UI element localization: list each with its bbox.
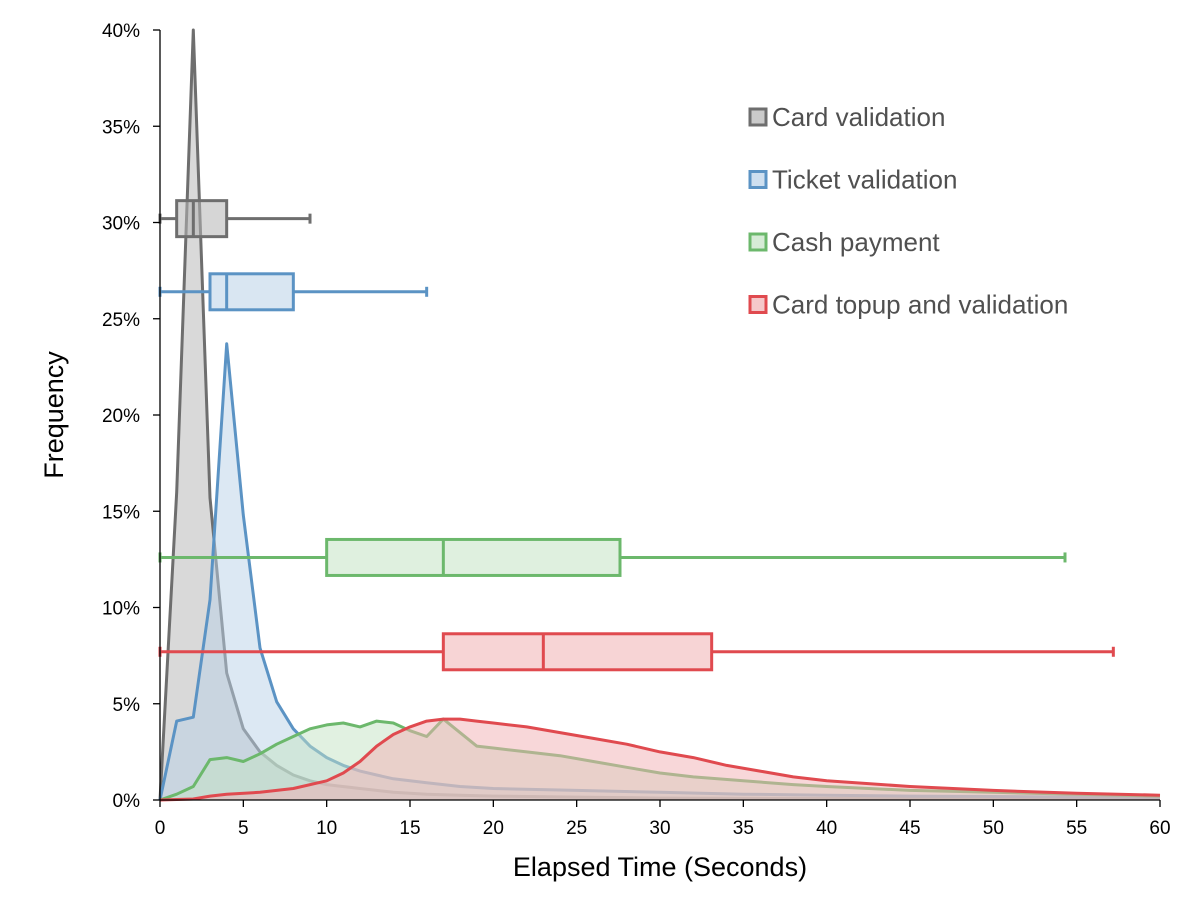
- boxplot-2: [158, 537, 1067, 577]
- boxplot-3: [158, 632, 1115, 672]
- x-tick-label: 40: [816, 818, 837, 839]
- y-tick-label: 20%: [102, 406, 140, 427]
- x-tick-label: 45: [899, 818, 920, 839]
- x-tick-label: 10: [316, 818, 337, 839]
- boxplot-box: [208, 272, 295, 312]
- y-tick-label: 15%: [102, 502, 140, 523]
- y-tick-label: 25%: [102, 310, 140, 331]
- boxplot-box: [175, 199, 229, 239]
- legend-swatch: [748, 170, 768, 189]
- legend-swatch: [748, 232, 768, 252]
- boxplot-box: [325, 537, 622, 577]
- y-tick-label: 30%: [102, 214, 140, 235]
- y-tick-label: 40%: [102, 21, 140, 42]
- boxplots: [158, 199, 1115, 672]
- y-tick-label: 0%: [113, 791, 141, 812]
- series-line-0: [158, 28, 1161, 801]
- series-line-3: [159, 717, 1161, 802]
- legend-label: Card topup and validation: [772, 290, 1068, 320]
- x-ticks: 0 5 10 15 20 25 30 35 40 45 50 55 60: [155, 800, 1171, 839]
- x-tick-label: 55: [1066, 818, 1087, 839]
- legend: Card validation Ticket validation Cash pay…: [748, 102, 1068, 320]
- legend-label: Ticket validation: [772, 165, 957, 195]
- x-tick-label: 5: [238, 818, 249, 839]
- series-area-0: [160, 30, 1160, 800]
- x-tick-label: 50: [983, 818, 1004, 839]
- x-axis-title: Elapsed Time (Seconds): [513, 852, 807, 882]
- y-tick-label: 35%: [102, 117, 140, 138]
- x-tick-label: 20: [483, 818, 504, 839]
- series-areas: [158, 28, 1161, 802]
- legend-label: Card validation: [772, 102, 945, 132]
- x-tick-label: 30: [649, 818, 670, 839]
- legend-swatch: [748, 295, 768, 314]
- x-tick-label: 35: [733, 818, 754, 839]
- x-tick-label: 60: [1149, 818, 1170, 839]
- legend-item-2: Cash payment: [748, 227, 940, 257]
- y-tick-label: 10%: [102, 599, 140, 620]
- legend-swatch: [748, 107, 768, 127]
- boxplot-box: [441, 632, 714, 672]
- boxplot-0: [158, 199, 312, 239]
- x-tick-label: 25: [566, 818, 587, 839]
- x-tick-label: 15: [399, 818, 420, 839]
- y-ticks: 0% 5% 10% 15% 20% 25% 30% 35% 40%: [102, 21, 160, 812]
- legend-item-3: Card topup and validation: [748, 290, 1068, 320]
- legend-item-0: Card validation: [748, 102, 945, 132]
- legend-item-1: Ticket validation: [748, 165, 957, 195]
- x-tick-label: 0: [155, 818, 166, 839]
- series-area-3: [160, 719, 1160, 800]
- y-axis-title: Frequency: [39, 351, 69, 479]
- y-tick-label: 5%: [113, 695, 141, 716]
- axes: [159, 30, 1160, 801]
- legend-label: Cash payment: [772, 227, 940, 257]
